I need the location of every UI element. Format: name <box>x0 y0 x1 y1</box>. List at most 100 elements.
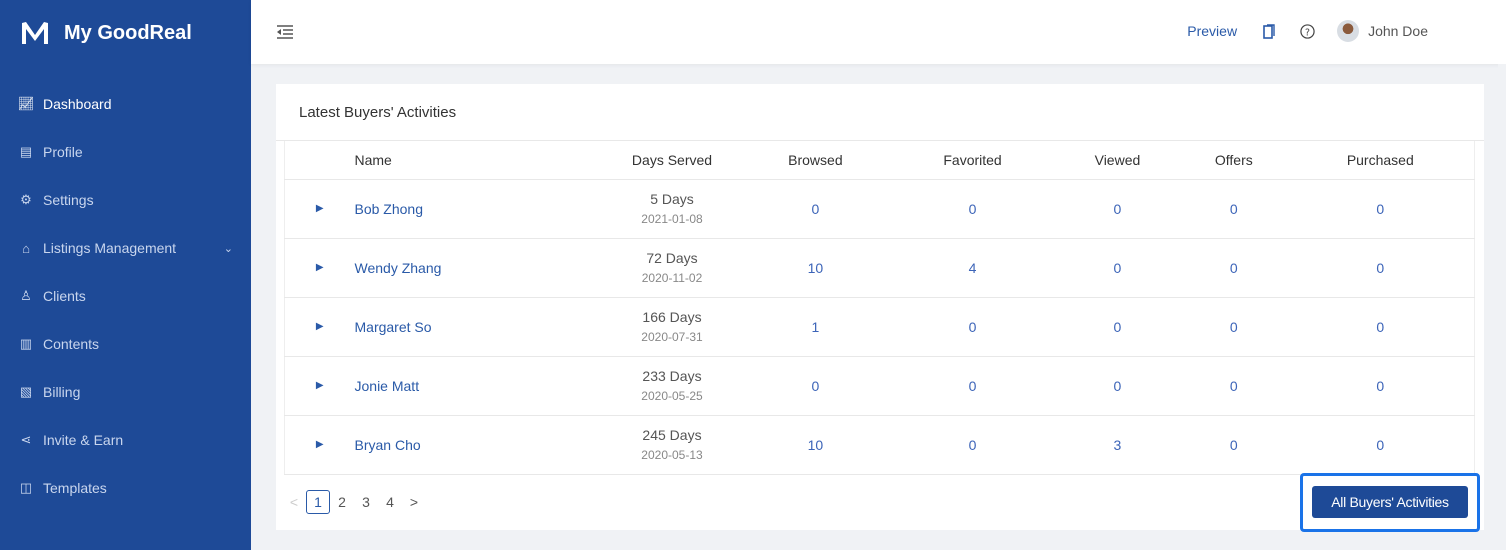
browsed-count[interactable]: 10 <box>739 415 892 475</box>
browsed-count[interactable]: 1 <box>739 297 892 357</box>
pagination: < 1 2 3 4 > <box>282 490 426 514</box>
offers-count[interactable]: 0 <box>1181 297 1287 357</box>
logo-icon <box>22 22 48 44</box>
buyer-name-link[interactable]: Margaret So <box>354 297 605 357</box>
page-4[interactable]: 4 <box>386 494 394 510</box>
column-header: Viewed <box>1053 141 1182 180</box>
sidebar-item-label: Templates <box>43 480 107 496</box>
layout-icon: ◫ <box>19 480 33 495</box>
sidebar-item-dashboard[interactable]: 📈︎ Dashboard <box>0 80 251 128</box>
viewed-count[interactable]: 3 <box>1053 415 1182 475</box>
served-date: 2020-07-31 <box>641 329 703 344</box>
purchased-count[interactable]: 0 <box>1286 238 1475 298</box>
menu-fold-icon[interactable] <box>276 24 294 40</box>
table-header: Name Days Served Browsed Favorited Viewe… <box>284 141 1475 180</box>
expand-row-icon[interactable]: ▶ <box>284 238 355 298</box>
days-served: 245 Days <box>642 426 702 443</box>
buyer-name-link[interactable]: Bob Zhong <box>354 179 605 239</box>
browsed-count[interactable]: 0 <box>739 356 892 416</box>
document-icon: ▥ <box>19 336 33 351</box>
scrollbar[interactable] <box>1498 64 1506 550</box>
purchased-count[interactable]: 0 <box>1286 415 1475 475</box>
offers-count[interactable]: 0 <box>1181 356 1287 416</box>
sidebar-item-label: Profile <box>43 144 83 160</box>
expand-row-icon[interactable]: ▶ <box>284 297 355 357</box>
prev-page-icon[interactable]: < <box>289 494 299 510</box>
sidebar-item-billing[interactable]: ▧ Billing <box>0 368 251 416</box>
chevron-down-icon: ⌄ <box>223 242 233 255</box>
days-served-cell: 166 Days 2020-07-31 <box>604 297 740 357</box>
sidebar-nav: 📈︎ Dashboard ▤ Profile ⚙ Settings ⌂ Listings… <box>0 80 251 512</box>
column-header: Name <box>354 141 605 180</box>
offers-count[interactable]: 0 <box>1181 238 1287 298</box>
sidebar-item-profile[interactable]: ▤ Profile <box>0 128 251 176</box>
viewed-count[interactable]: 0 <box>1053 356 1182 416</box>
buyer-name-link[interactable]: Jonie Matt <box>354 356 605 416</box>
buyers-activities-card: Latest Buyers' Activities Name Days Serv… <box>276 84 1484 530</box>
all-buyers-activities-button[interactable]: All Buyers' Activities <box>1312 486 1468 518</box>
purchased-count[interactable]: 0 <box>1286 297 1475 357</box>
card-title: Latest Buyers' Activities <box>299 104 457 121</box>
copy-icon[interactable] <box>1261 23 1277 39</box>
served-date: 2020-11-02 <box>641 270 703 285</box>
column-header: Offers <box>1181 141 1287 180</box>
chart-line-icon: 📈︎ <box>17 96 35 111</box>
buyer-name-link[interactable]: Wendy Zhang <box>354 238 605 298</box>
expand-row-icon[interactable]: ▶ <box>284 415 355 475</box>
browsed-count[interactable]: 10 <box>739 238 892 298</box>
sidebar-item-templates[interactable]: ◫ Templates <box>0 464 251 512</box>
favorited-count[interactable]: 0 <box>891 179 1054 239</box>
table-row: ▶ Margaret So 166 Days 2020-07-31 1 0 0 0… <box>284 297 1475 357</box>
column-header: Browsed <box>739 141 892 180</box>
viewed-count[interactable]: 0 <box>1053 238 1182 298</box>
offers-count[interactable]: 0 <box>1181 179 1287 239</box>
sidebar-item-label: Settings <box>43 192 94 208</box>
viewed-count[interactable]: 0 <box>1053 297 1182 357</box>
sidebar-item-label: Dashboard <box>43 96 112 112</box>
table-row: ▶ Wendy Zhang 72 Days 2020-11-02 10 4 0 0… <box>284 238 1475 298</box>
expand-row-icon[interactable]: ▶ <box>284 356 355 416</box>
divider <box>276 140 1484 141</box>
avatar[interactable] <box>1337 20 1360 42</box>
days-served-cell: 245 Days 2020-05-13 <box>604 415 740 475</box>
served-date: 2021-01-08 <box>641 211 703 226</box>
help-icon[interactable]: ? <box>1299 23 1315 39</box>
sidebar-item-settings[interactable]: ⚙ Settings <box>0 176 251 224</box>
sidebar-item-label: Clients <box>43 288 86 304</box>
days-served: 5 Days <box>650 190 694 207</box>
sidebar-item-clients[interactable]: ♙ Clients <box>0 272 251 320</box>
sidebar-item-contents[interactable]: ▥ Contents <box>0 320 251 368</box>
expand-row-icon[interactable]: ▶ <box>284 179 355 239</box>
favorited-count[interactable]: 0 <box>891 356 1054 416</box>
button-highlight <box>1300 473 1480 532</box>
served-date: 2020-05-25 <box>641 388 703 403</box>
home-icon: ⌂ <box>22 240 30 256</box>
days-served: 72 Days <box>646 249 698 266</box>
sidebar-item-label: Invite & Earn <box>43 432 124 448</box>
column-header: Favorited <box>891 141 1054 180</box>
purchased-count[interactable]: 0 <box>1286 356 1475 416</box>
svg-text:?: ? <box>1305 27 1310 38</box>
user-name[interactable]: John Doe <box>1368 23 1428 39</box>
days-served-cell: 233 Days 2020-05-25 <box>604 356 740 416</box>
favorited-count[interactable]: 4 <box>891 238 1054 298</box>
logo[interactable]: My GoodReal <box>20 20 192 46</box>
page-2[interactable]: 2 <box>338 494 346 510</box>
buyer-name-link[interactable]: Bryan Cho <box>354 415 605 475</box>
favorited-count[interactable]: 0 <box>891 297 1054 357</box>
sidebar-item-label: Contents <box>43 336 100 352</box>
page-1[interactable]: 1 <box>306 490 330 514</box>
offers-count[interactable]: 0 <box>1181 415 1287 475</box>
page-3[interactable]: 3 <box>362 494 370 510</box>
served-date: 2020-05-13 <box>641 447 703 462</box>
favorited-count[interactable]: 0 <box>891 415 1054 475</box>
sidebar-item-invite-earn[interactable]: ⋖ Invite & Earn <box>0 416 251 464</box>
sidebar-item-listings-management[interactable]: ⌂ Listings Management ⌄ <box>0 224 251 272</box>
purchased-count[interactable]: 0 <box>1286 179 1475 239</box>
next-page-icon[interactable]: > <box>409 494 419 510</box>
expand-column <box>284 141 355 180</box>
browsed-count[interactable]: 0 <box>739 179 892 239</box>
viewed-count[interactable]: 0 <box>1053 179 1182 239</box>
sidebar: My GoodReal 📈︎ Dashboard ▤ Profile ⚙ Settin… <box>0 0 251 550</box>
preview-link[interactable]: Preview <box>1187 23 1238 39</box>
